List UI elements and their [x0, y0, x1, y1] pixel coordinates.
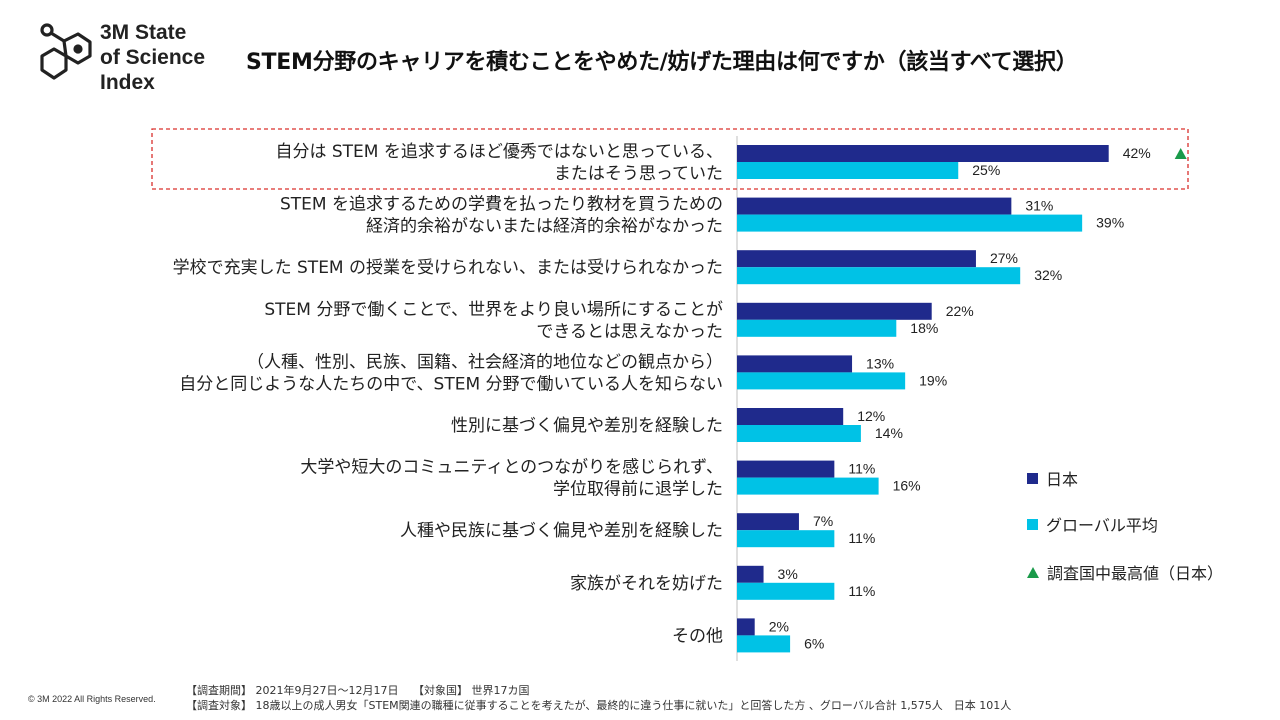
triangle-up-icon: [1027, 566, 1039, 578]
page-title: STEM分野のキャリアを積むことをやめた/妨げた理由は何ですか（該当すべて選択）: [246, 50, 1078, 75]
category-label: 大学や短大のコミュニティとのつながりを感じられず、: [300, 458, 723, 478]
bar-japan: [737, 250, 976, 268]
bar-global: [737, 530, 835, 548]
category-label: 自分は STEM を追求するほど優秀ではないと思っている、: [275, 142, 723, 162]
category-label: （人種、性別、民族、国籍、社会経済的地位などの観点から）: [247, 352, 723, 372]
bar-global: [737, 582, 835, 600]
bar-global: [737, 635, 791, 653]
legend-swatch-japan: [1027, 472, 1038, 484]
category-label: STEM を追求するための学費を払ったり教材を買うための: [280, 195, 723, 215]
category-label: 性別に基づく偏見や差別を経験した: [451, 416, 723, 436]
legend-swatch-global: [1027, 518, 1038, 530]
bar-japan: [737, 355, 853, 373]
bar-global: [737, 162, 959, 179]
footnote-target: 【調査対象】 18歳以上の成人男女「STEM関連の職種に従事することを考えたが、…: [186, 699, 1012, 712]
value-label-japan: 22%: [946, 303, 974, 319]
value-label-global: 16%: [893, 478, 921, 494]
value-label-global: 11%: [848, 530, 875, 546]
value-label-japan: 3%: [778, 566, 798, 582]
value-label-global: 14%: [875, 425, 903, 441]
value-label-japan: 7%: [813, 513, 833, 529]
category-label: STEM 分野で働くことで、世界をより良い場所にすることが: [264, 300, 723, 320]
category-label: 家族がそれを妨げた: [570, 574, 723, 594]
value-label-global: 18%: [910, 320, 938, 336]
category-label: 自分と同じような人たちの中で、STEM 分野で働いている人を知らない: [179, 374, 723, 394]
legend-label-global: グローバル平均: [1046, 516, 1158, 535]
logo-text: 3M State of Science Index: [100, 20, 205, 95]
category-label: またはそう思っていた: [554, 164, 723, 184]
bar-japan: [737, 302, 932, 320]
footnote-period: 【調査期間】 2021年9月27日～12月17日 【対象国】 世界17カ国: [186, 684, 530, 697]
bar-japan: [737, 618, 755, 636]
bar-japan: [737, 408, 844, 425]
bar-global: [737, 372, 906, 390]
footnote: 【調査期間】 2021年9月27日～12月17日 【対象国】 世界17カ国 【調…: [186, 683, 1011, 713]
molecule-logo-icon: [40, 23, 92, 80]
bar-japan: [737, 197, 1012, 215]
category-label: 人種や民族に基づく偏見や差別を経験した: [400, 521, 723, 541]
legend-item-global: グローバル平均: [1027, 512, 1158, 536]
category-label: 学校で充実した STEM の授業を受けられない、または受けられなかった: [173, 258, 723, 278]
value-label-japan: 12%: [857, 408, 885, 424]
category-label: 経済的余裕がないまたは経済的余裕がなかった: [366, 217, 723, 237]
bar-global: [737, 267, 1021, 285]
value-label-global: 6%: [804, 635, 824, 651]
logo-line-2: of Science: [100, 46, 206, 69]
logo: 3M State of Science Index: [38, 18, 238, 108]
highest-marker-triangle-icon: [1174, 148, 1187, 159]
bar-japan: [737, 565, 764, 583]
value-label-japan: 2%: [769, 618, 789, 634]
category-label: その他: [672, 626, 723, 646]
bar-global: [737, 319, 897, 337]
value-label-japan: 13%: [866, 355, 894, 371]
logo-line-1: 3M State: [100, 21, 187, 44]
bar-global: [737, 425, 861, 442]
category-label: できるとは思えなかった: [536, 322, 723, 342]
value-label-japan: 42%: [1123, 145, 1151, 161]
value-label-japan: 11%: [848, 461, 875, 477]
value-label-global: 19%: [919, 372, 947, 388]
value-label-global: 39%: [1096, 215, 1124, 231]
bar-global: [737, 477, 879, 495]
value-label-global: 32%: [1034, 267, 1062, 283]
value-label-global: 25%: [972, 162, 1000, 178]
logo-line-3: Index: [100, 71, 155, 94]
legend-item-japan: 日本: [1027, 466, 1078, 490]
category-label: 学位取得前に退学した: [553, 480, 723, 500]
bar-japan: [737, 460, 835, 478]
legend-item-highest: 調査国中最高値（日本）: [1027, 560, 1223, 584]
copyright: © 3M 2022 All Rights Reserved.: [28, 694, 156, 704]
bar-global: [737, 214, 1083, 232]
bar-japan: [737, 513, 799, 531]
bar-japan: [737, 145, 1109, 162]
legend-label-highest: 調査国中最高値（日本）: [1047, 564, 1224, 583]
legend-label-japan: 日本: [1046, 470, 1079, 489]
value-label-global: 11%: [848, 583, 875, 599]
value-label-japan: 27%: [990, 250, 1018, 266]
highlight-box: [151, 128, 1189, 190]
value-label-japan: 31%: [1025, 198, 1053, 214]
